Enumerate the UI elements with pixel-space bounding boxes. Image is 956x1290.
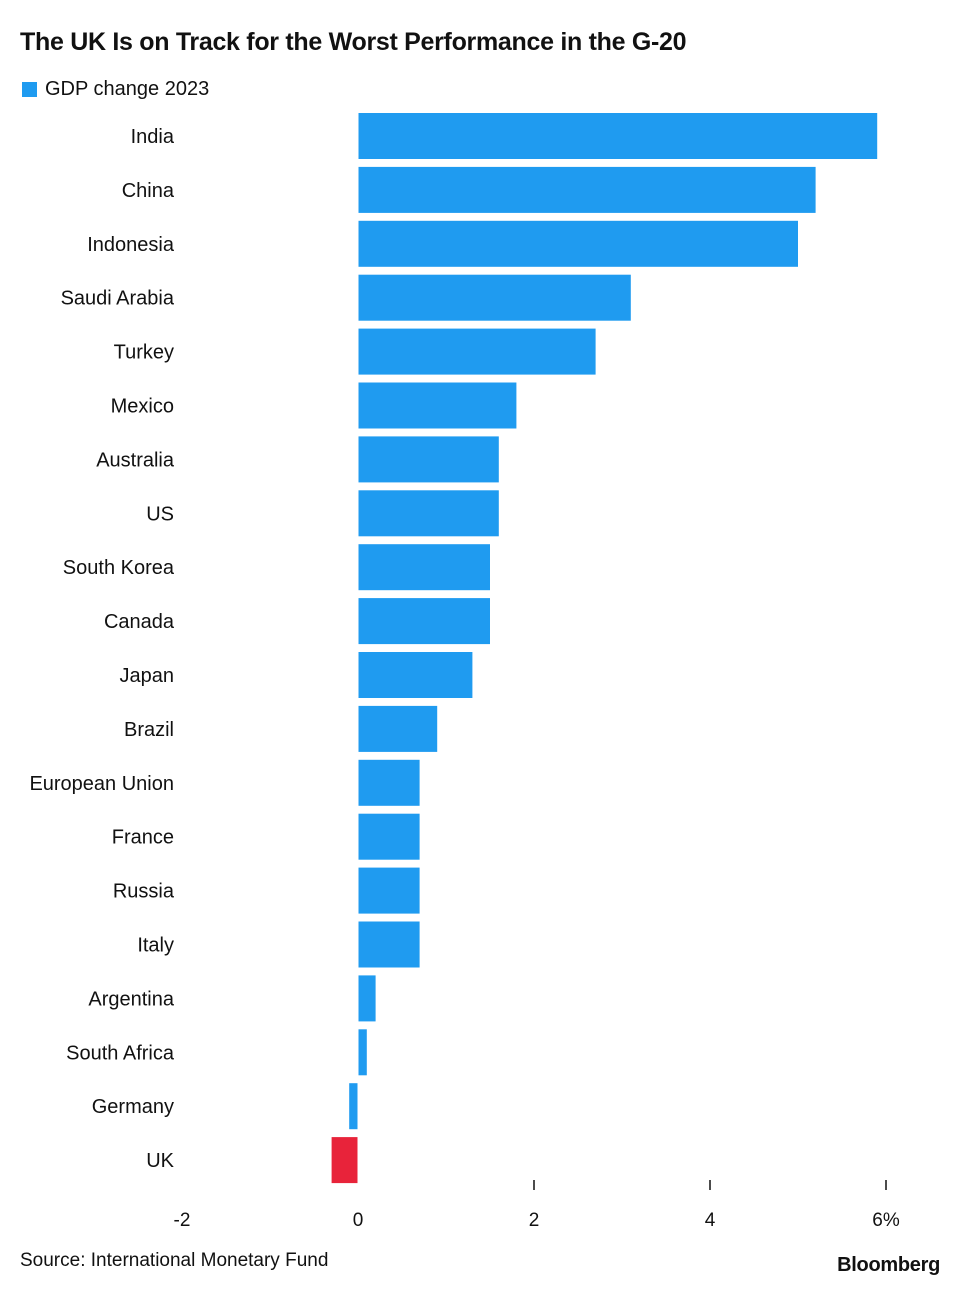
category-label: India	[131, 126, 175, 148]
bar-italy	[358, 921, 420, 968]
x-tick-label: 4	[705, 1210, 716, 1231]
category-label: Brazil	[124, 719, 174, 741]
bar-brazil	[358, 705, 438, 752]
bar-france	[358, 813, 420, 860]
bar-south-korea	[358, 544, 490, 591]
legend: GDP change 2023	[22, 78, 209, 101]
legend-label: GDP change 2023	[45, 78, 210, 100]
category-label: China	[122, 180, 175, 202]
category-label: Canada	[104, 611, 175, 633]
bar-us	[358, 490, 499, 537]
bar-south-africa	[358, 1029, 367, 1076]
x-tick-label: 2	[529, 1210, 540, 1231]
bar-european-union	[358, 759, 420, 806]
category-label: South Korea	[63, 557, 175, 579]
brand-logo: Bloomberg	[837, 1254, 940, 1276]
bar-indonesia	[358, 220, 798, 267]
category-label: South Africa	[66, 1042, 175, 1064]
bar-canada	[358, 598, 490, 645]
category-label: Indonesia	[87, 234, 175, 256]
x-tick-label: 0	[353, 1210, 364, 1231]
bar-germany	[349, 1083, 358, 1130]
category-label: Mexico	[111, 396, 174, 418]
category-label: Saudi Arabia	[61, 288, 175, 310]
bar-saudi-arabia	[358, 274, 631, 321]
x-tick-label: 6%	[872, 1210, 900, 1231]
chart-title: The UK Is on Track for the Worst Perform…	[20, 28, 687, 56]
category-label: UK	[146, 1150, 174, 1172]
category-label: Japan	[120, 665, 175, 687]
bar-turkey	[358, 328, 596, 375]
bar-china	[358, 166, 816, 213]
category-label: Italy	[137, 935, 174, 957]
legend-swatch	[22, 82, 37, 97]
bar-russia	[358, 867, 420, 914]
bar-australia	[358, 436, 499, 483]
category-label: US	[146, 503, 174, 525]
source-note: Source: International Monetary Fund	[20, 1250, 329, 1271]
bar-mexico	[358, 382, 517, 429]
bar-uk	[331, 1137, 358, 1184]
category-label: Argentina	[88, 988, 174, 1010]
bar-argentina	[358, 975, 376, 1022]
bar-india	[358, 113, 878, 159]
category-label: Australia	[96, 449, 175, 471]
x-tick-label: -2	[174, 1210, 191, 1231]
category-label: European Union	[29, 773, 174, 795]
bar-japan	[358, 652, 473, 698]
category-label: Germany	[92, 1096, 174, 1118]
category-label: Russia	[113, 881, 175, 903]
category-label: France	[112, 827, 174, 849]
category-label: Turkey	[114, 342, 174, 364]
